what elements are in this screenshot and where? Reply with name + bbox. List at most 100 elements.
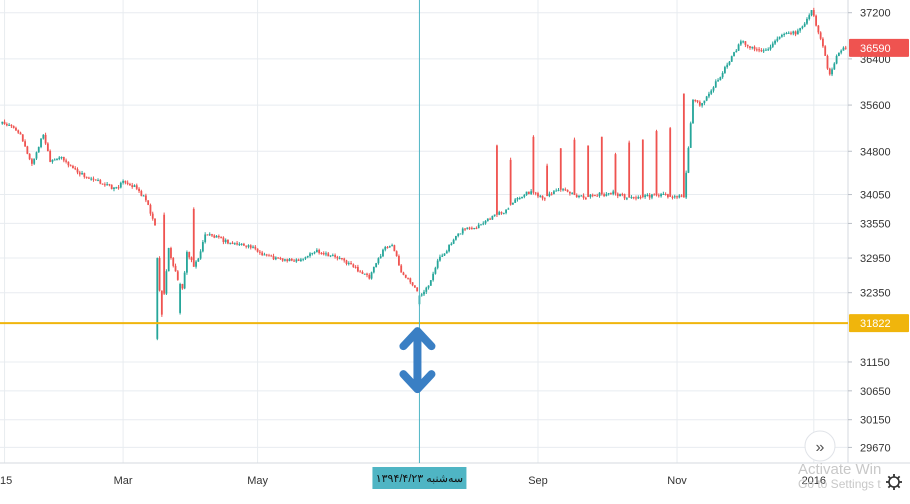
grid	[0, 0, 848, 463]
candle	[682, 93, 685, 198]
candle	[475, 227, 478, 229]
scroll-to-realtime-button[interactable]: »	[804, 430, 836, 462]
candle	[808, 15, 811, 19]
candle	[486, 218, 489, 221]
candle	[263, 254, 266, 256]
candle	[509, 159, 512, 205]
candle	[632, 197, 635, 199]
candle	[108, 184, 111, 186]
y-tick-label: 35600	[860, 100, 891, 112]
candle	[806, 18, 808, 24]
last-price-tag	[849, 38, 909, 57]
candle	[281, 258, 284, 261]
candle	[106, 184, 109, 186]
candle	[67, 161, 70, 166]
candle	[801, 26, 804, 29]
candle	[498, 212, 501, 215]
candle	[521, 196, 523, 199]
candle	[708, 93, 710, 97]
candle	[584, 197, 587, 200]
candle	[840, 50, 843, 53]
candle	[844, 47, 847, 49]
gear-ring	[888, 476, 900, 488]
candle	[755, 49, 758, 51]
y-tick-label: 29670	[860, 442, 891, 454]
candle	[179, 284, 181, 313]
candle	[776, 38, 779, 41]
candle	[455, 236, 457, 240]
candle	[172, 258, 175, 266]
y-tick-label: 33550	[860, 218, 891, 230]
candle	[304, 257, 307, 259]
candle	[687, 147, 690, 173]
candle	[815, 15, 817, 26]
candle	[660, 194, 662, 197]
candle	[290, 258, 293, 261]
candle	[448, 245, 450, 252]
time-axis: 15 Mar May Sep Nov 2016	[0, 475, 826, 487]
candle	[762, 50, 765, 52]
candle	[370, 272, 373, 279]
candle	[539, 195, 542, 197]
candle	[837, 52, 840, 56]
candle	[206, 234, 209, 236]
candle	[742, 41, 745, 43]
candles	[1, 7, 847, 341]
price-line-tag	[849, 314, 909, 333]
candle	[236, 243, 238, 245]
candle	[525, 191, 528, 195]
candle	[322, 253, 325, 255]
candle	[416, 287, 419, 292]
candle	[676, 196, 678, 198]
settings-gear-icon[interactable]	[886, 474, 902, 490]
candle	[215, 235, 218, 238]
candle	[573, 139, 576, 196]
candle	[571, 192, 574, 194]
candle	[5, 124, 8, 126]
candle	[144, 195, 147, 201]
candle	[254, 246, 257, 249]
candle	[72, 165, 74, 169]
candle	[641, 139, 644, 197]
candle	[610, 193, 612, 195]
candle	[231, 242, 234, 244]
vertical-arrow-drawing[interactable]	[399, 327, 436, 394]
candle	[92, 178, 95, 180]
candle	[12, 126, 15, 128]
candle	[224, 239, 227, 242]
candle	[598, 192, 601, 196]
candle	[245, 245, 248, 247]
candle	[331, 255, 334, 257]
candle	[637, 197, 640, 199]
candle	[329, 255, 332, 257]
candle	[537, 193, 539, 197]
candle	[678, 195, 681, 198]
candle	[181, 284, 184, 289]
candle	[543, 198, 546, 200]
candle	[493, 214, 496, 216]
candle	[464, 228, 466, 230]
candle	[623, 194, 626, 199]
candle	[587, 145, 590, 197]
candle	[835, 55, 838, 64]
candle	[575, 195, 578, 198]
candle	[612, 191, 615, 195]
candle	[432, 273, 435, 281]
candle	[131, 185, 134, 188]
candle	[441, 255, 444, 257]
candle	[174, 265, 177, 272]
candle	[427, 285, 430, 288]
arrow-path	[399, 327, 436, 394]
candle	[60, 156, 63, 158]
candle	[343, 258, 346, 261]
candle	[550, 193, 553, 195]
candle	[774, 40, 776, 44]
candle	[167, 248, 170, 272]
gear-tooth	[897, 485, 901, 489]
candle	[407, 277, 409, 279]
candle	[514, 199, 517, 203]
candle	[382, 249, 384, 257]
candle	[429, 280, 432, 286]
